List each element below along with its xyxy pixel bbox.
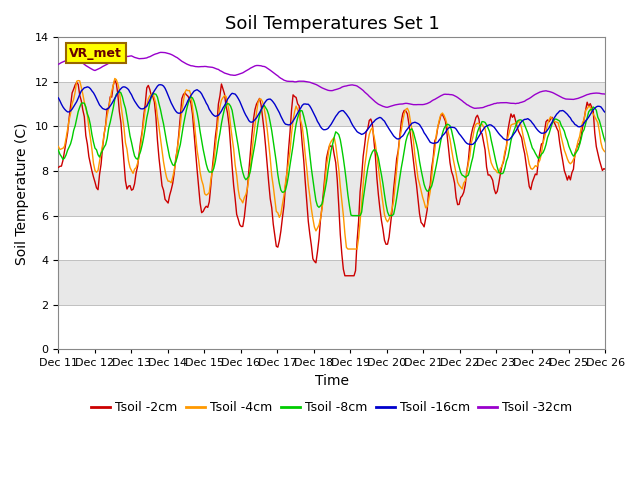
Tsoil -16cm <box>246 119 254 125</box>
Tsoil -2cm <box>602 167 609 172</box>
Tsoil -32cm <box>470 106 478 111</box>
Line: Tsoil -8cm: Tsoil -8cm <box>58 92 605 216</box>
Text: VR_met: VR_met <box>69 47 122 60</box>
Tsoil -16cm <box>54 95 62 101</box>
Tsoil -16cm <box>219 105 227 111</box>
Bar <box>58 126 605 171</box>
Line: Tsoil -4cm: Tsoil -4cm <box>58 78 605 249</box>
Tsoil -32cm <box>122 54 129 60</box>
Tsoil -2cm <box>219 86 227 92</box>
Tsoil -2cm <box>574 142 582 147</box>
Bar <box>58 216 605 260</box>
Tsoil -4cm <box>344 246 352 252</box>
Tsoil -2cm <box>123 186 131 192</box>
Tsoil -8cm <box>237 163 245 168</box>
Line: Tsoil -32cm: Tsoil -32cm <box>58 52 605 108</box>
Tsoil -4cm <box>237 197 245 203</box>
Tsoil -2cm <box>111 77 118 83</box>
Tsoil -8cm <box>115 89 123 95</box>
Tsoil -4cm <box>123 146 131 152</box>
Tsoil -16cm <box>574 124 582 130</box>
Tsoil -4cm <box>602 149 609 155</box>
Tsoil -8cm <box>246 168 254 174</box>
Tsoil -8cm <box>54 147 62 153</box>
Tsoil -16cm <box>467 142 475 147</box>
Tsoil -32cm <box>602 91 609 97</box>
Tsoil -32cm <box>219 69 227 75</box>
Tsoil -4cm <box>219 95 227 100</box>
Tsoil -8cm <box>349 213 356 218</box>
Tsoil -32cm <box>157 49 164 55</box>
Tsoil -32cm <box>246 65 254 71</box>
Title: Soil Temperatures Set 1: Soil Temperatures Set 1 <box>225 15 439 33</box>
Tsoil -2cm <box>237 224 245 229</box>
Line: Tsoil -2cm: Tsoil -2cm <box>58 80 605 276</box>
Bar <box>58 305 605 349</box>
Tsoil -8cm <box>123 114 131 120</box>
Tsoil -16cm <box>157 82 164 88</box>
Tsoil -2cm <box>341 273 349 279</box>
Tsoil -8cm <box>602 139 609 145</box>
Legend: Tsoil -2cm, Tsoil -4cm, Tsoil -8cm, Tsoil -16cm, Tsoil -32cm: Tsoil -2cm, Tsoil -4cm, Tsoil -8cm, Tsoi… <box>86 396 577 419</box>
Tsoil -4cm <box>111 75 118 81</box>
Tsoil -8cm <box>574 147 582 153</box>
Tsoil -8cm <box>295 110 303 116</box>
Tsoil -2cm <box>54 165 62 170</box>
Tsoil -16cm <box>295 108 303 113</box>
Bar <box>58 37 605 82</box>
Tsoil -32cm <box>54 61 62 67</box>
Tsoil -4cm <box>574 138 582 144</box>
Tsoil -16cm <box>237 102 245 108</box>
X-axis label: Time: Time <box>315 374 349 388</box>
Line: Tsoil -16cm: Tsoil -16cm <box>58 85 605 144</box>
Y-axis label: Soil Temperature (C): Soil Temperature (C) <box>15 122 29 264</box>
Tsoil -4cm <box>246 164 254 170</box>
Tsoil -32cm <box>295 78 303 84</box>
Tsoil -32cm <box>237 71 245 76</box>
Tsoil -4cm <box>54 144 62 149</box>
Tsoil -4cm <box>295 110 303 116</box>
Tsoil -16cm <box>122 84 129 90</box>
Tsoil -2cm <box>246 149 254 155</box>
Tsoil -32cm <box>574 96 582 101</box>
Tsoil -2cm <box>295 103 303 109</box>
Tsoil -8cm <box>219 113 227 119</box>
Tsoil -16cm <box>602 110 609 116</box>
